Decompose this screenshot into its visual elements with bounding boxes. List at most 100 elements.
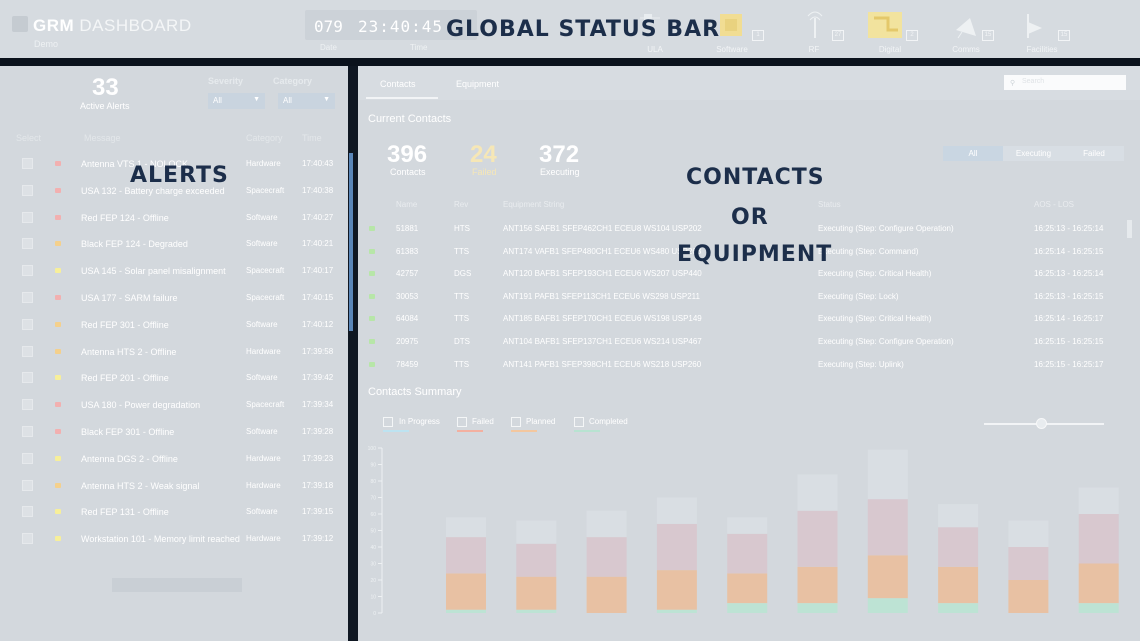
circuit-icon[interactable] <box>868 10 902 40</box>
table-row[interactable]: Antenna VTS 1 - NOLOCK Hardware 17:40:43 <box>0 153 348 179</box>
table-row[interactable]: 61383 TTS ANT174 VAFB1 SFEP480CH1 ECEU6 WS… <box>358 242 1133 264</box>
bar-segment-planned[interactable] <box>938 566 979 604</box>
bar-segment-planned[interactable] <box>867 555 908 599</box>
table-row[interactable]: 78459 TTS ANT141 PAFB1 SFEP398CH1 ECEU6 WS… <box>358 355 1133 377</box>
bar-segment-failed[interactable] <box>867 499 908 556</box>
bar-segment-in-progress[interactable] <box>938 504 979 528</box>
col-category[interactable]: Category <box>246 133 283 143</box>
legend-in-progress-checkbox[interactable] <box>383 417 393 427</box>
row-checkbox[interactable] <box>22 345 33 357</box>
row-checkbox[interactable] <box>22 318 33 330</box>
bar-segment-in-progress[interactable] <box>1008 520 1049 547</box>
bar-segment-completed[interactable] <box>938 603 979 613</box>
bar-segment-failed[interactable] <box>797 510 838 567</box>
bar-segment-planned[interactable] <box>1008 580 1049 613</box>
dismiss-button[interactable] <box>172 578 242 592</box>
row-checkbox[interactable] <box>22 426 33 437</box>
category-select[interactable]: All ▼ <box>278 93 335 109</box>
bar-segment-completed[interactable] <box>1078 603 1119 613</box>
table-row[interactable]: USA 180 - Power degradation Spacecraft 17:… <box>0 394 348 420</box>
col-select[interactable]: Select <box>16 133 42 143</box>
bar-segment-in-progress[interactable] <box>1078 487 1119 514</box>
table-row[interactable]: 51881 HTS ANT156 SAFB1 SFEP462CH1 ECEU8 WS… <box>358 219 1133 241</box>
bar-segment-failed[interactable] <box>516 543 557 577</box>
dish-icon[interactable] <box>952 10 982 40</box>
bar-segment-failed[interactable] <box>1008 547 1049 580</box>
bar-segment-planned[interactable] <box>797 566 838 604</box>
chip-icon[interactable] <box>716 10 746 40</box>
col-status[interactable]: Status <box>818 200 841 209</box>
bar-segment-completed[interactable] <box>516 609 557 613</box>
bar-segment-planned[interactable] <box>586 576 627 613</box>
bar-segment-completed[interactable] <box>797 603 838 613</box>
bar-segment-in-progress[interactable] <box>727 517 768 534</box>
bar-segment-in-progress[interactable] <box>586 510 627 538</box>
search-input[interactable]: Search <box>1004 75 1126 90</box>
bar-segment-failed[interactable] <box>446 537 486 574</box>
bar-segment-completed[interactable] <box>446 609 486 613</box>
row-checkbox[interactable] <box>22 211 33 223</box>
flag-icon[interactable] <box>1022 10 1052 40</box>
bar-segment-planned[interactable] <box>1078 563 1119 604</box>
bar-segment-completed[interactable] <box>867 598 908 613</box>
bar-segment-failed[interactable] <box>1078 514 1119 564</box>
bar-segment-planned[interactable] <box>516 576 557 610</box>
alerts-scrollbar[interactable] <box>349 153 353 331</box>
satellite-icon[interactable] <box>640 12 670 42</box>
table-row[interactable]: Red FEP 201 - Offline Software 17:39:42 <box>0 367 348 393</box>
bar-segment-failed[interactable] <box>656 523 697 571</box>
table-row[interactable]: 42757 DGS ANT120 BAFB1 SFEP193CH1 ECEU6 WS… <box>358 264 1133 286</box>
table-row[interactable]: USA 132 - Battery charge exceeded Spacecr… <box>0 180 348 206</box>
table-row[interactable]: Workstation 101 - Memory limit reached Ha… <box>0 528 348 554</box>
table-row[interactable]: Antenna HTS 2 - Weak signal Hardware 17:39… <box>0 475 348 501</box>
col-rev[interactable]: Rev <box>454 200 469 209</box>
bar-segment-completed[interactable] <box>727 603 768 613</box>
filter-all-button[interactable]: All <box>943 146 1003 161</box>
legend-planned-checkbox[interactable] <box>511 417 521 427</box>
bar-segment-in-progress[interactable] <box>867 449 908 500</box>
table-row[interactable]: USA 145 - Solar panel misalignment Spacec… <box>0 260 348 286</box>
col-aos-los[interactable]: AOS - LOS <box>1034 200 1075 209</box>
filter-failed-button[interactable]: Failed <box>1064 146 1124 161</box>
bar-segment-planned[interactable] <box>446 573 486 610</box>
row-checkbox[interactable] <box>22 158 33 169</box>
bar-segment-in-progress[interactable] <box>516 520 557 544</box>
row-checkbox[interactable] <box>22 265 33 277</box>
bar-segment-in-progress[interactable] <box>797 474 838 511</box>
bar-segment-completed[interactable] <box>656 609 697 613</box>
row-checkbox[interactable] <box>22 452 33 464</box>
bar-segment-failed[interactable] <box>727 533 768 574</box>
table-row[interactable]: Red FEP 124 - Offline Software 17:40:27 <box>0 207 348 233</box>
table-row[interactable]: Black FEP 124 - Degraded Software 17:40:21 <box>0 233 348 259</box>
table-row[interactable]: Antenna HTS 2 - Offline Hardware 17:39:58 <box>0 341 348 367</box>
bar-segment-in-progress[interactable] <box>446 517 486 538</box>
col-message[interactable]: Message <box>84 133 121 143</box>
col-time[interactable]: Time <box>302 133 322 143</box>
tab-equipment[interactable]: Equipment <box>456 79 500 89</box>
table-row[interactable]: Antenna DGS 2 - Offline Hardware 17:39:23 <box>0 448 348 474</box>
col-name[interactable]: Name <box>396 200 418 209</box>
table-row[interactable]: Red FEP 131 - Offline Software 17:39:15 <box>0 501 348 527</box>
tab-contacts[interactable]: Contacts <box>380 79 416 89</box>
antenna-icon[interactable] <box>800 10 830 40</box>
row-checkbox[interactable] <box>22 399 33 411</box>
bar-segment-planned[interactable] <box>656 570 697 610</box>
legend-failed-checkbox[interactable] <box>457 417 467 427</box>
row-checkbox[interactable] <box>22 479 33 491</box>
acknowledge-button[interactable] <box>112 578 172 592</box>
severity-select[interactable]: All ▼ <box>208 93 265 109</box>
slider-handle[interactable] <box>1036 418 1047 429</box>
table-row[interactable]: 30053 TTS ANT191 PAFB1 SFEP113CH1 ECEU6 WS… <box>358 287 1133 309</box>
bar-segment-failed[interactable] <box>938 527 979 567</box>
legend-completed-checkbox[interactable] <box>574 417 584 427</box>
row-checkbox[interactable] <box>22 506 33 518</box>
contacts-scrollbar[interactable] <box>1127 220 1132 238</box>
table-row[interactable]: 20975 DTS ANT104 BAFB1 SFEP137CH1 ECEU6 WS… <box>358 332 1133 354</box>
row-checkbox[interactable] <box>22 533 33 545</box>
bar-segment-failed[interactable] <box>586 537 627 577</box>
row-checkbox[interactable] <box>22 238 33 250</box>
row-checkbox[interactable] <box>22 184 33 196</box>
col-equipment[interactable]: Equipment String <box>503 200 565 209</box>
table-row[interactable]: 64084 TTS ANT185 BAFB1 SFEP170CH1 ECEU6 WS… <box>358 309 1133 331</box>
filter-executing-button[interactable]: Executing <box>1003 146 1064 161</box>
